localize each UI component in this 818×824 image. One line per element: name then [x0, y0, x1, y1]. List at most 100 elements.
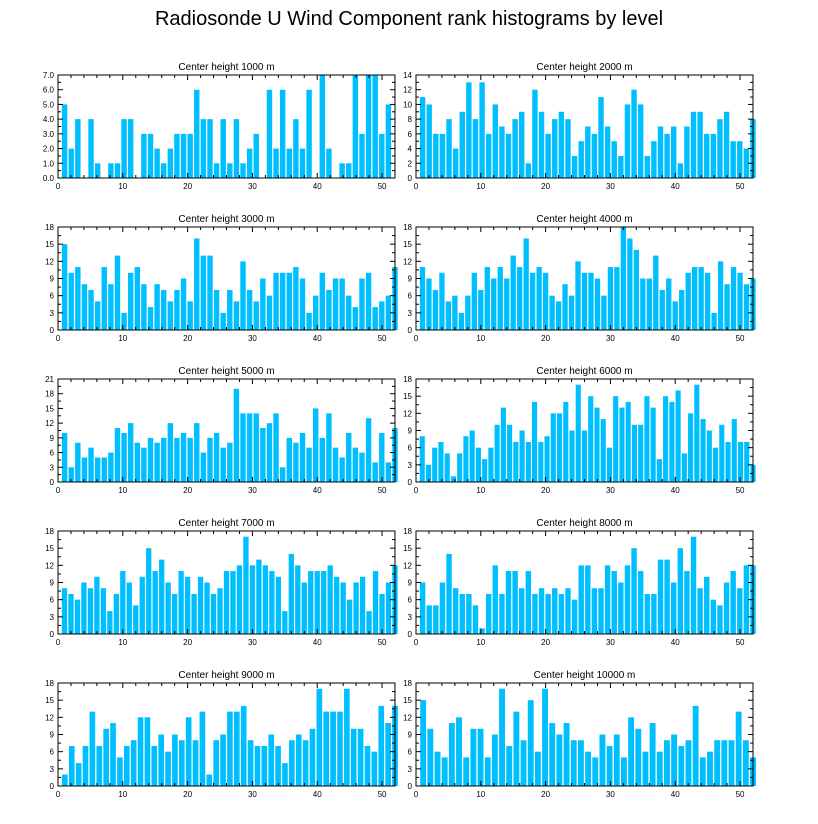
- histogram-bar: [542, 688, 549, 786]
- histogram-bar: [711, 312, 717, 330]
- histogram-bar: [178, 740, 185, 786]
- x-tick-label: 50: [378, 182, 387, 191]
- x-tick-label: 30: [606, 790, 615, 799]
- histogram-bar: [704, 133, 710, 178]
- y-tick-label: 2.0: [43, 145, 55, 154]
- histogram-bar: [385, 295, 392, 330]
- x-tick-label: 20: [541, 638, 550, 647]
- histogram-bar: [253, 301, 259, 330]
- histogram-bar: [432, 289, 439, 330]
- histogram-bar: [570, 740, 577, 786]
- histogram-bar: [620, 757, 627, 786]
- histogram-bar: [663, 396, 669, 482]
- histogram-bar: [472, 119, 479, 178]
- histogram-bar: [200, 255, 207, 330]
- histogram-bar: [246, 148, 253, 178]
- histogram-bar: [243, 536, 249, 634]
- x-tick-label: 40: [671, 486, 680, 495]
- histogram-bar: [607, 267, 614, 330]
- y-tick-label: 0: [408, 174, 413, 183]
- histogram-bar: [499, 593, 505, 634]
- y-tick-label: 3: [408, 309, 413, 318]
- histogram-bar: [469, 430, 475, 482]
- histogram-bar: [365, 272, 372, 330]
- x-tick-label: 20: [183, 334, 192, 343]
- histogram-bar: [207, 437, 213, 482]
- histogram-bar: [286, 272, 292, 330]
- histogram-panel: Center height 1000 m 0.0 1.0 2.0 3.0 4.0 5.0 6.…: [43, 62, 396, 191]
- histogram-bar: [512, 571, 518, 634]
- x-tick-label: 40: [671, 334, 680, 343]
- histogram-bar: [618, 155, 624, 178]
- histogram-bar: [262, 565, 269, 634]
- histogram-bar: [433, 133, 439, 178]
- histogram-bar: [724, 284, 730, 330]
- histogram-bar: [312, 408, 319, 482]
- histogram-bar: [372, 75, 378, 178]
- histogram-bar: [446, 553, 452, 634]
- histogram-bar: [684, 126, 690, 178]
- y-tick-label: 6: [50, 748, 55, 757]
- histogram-bar: [282, 611, 288, 634]
- histogram-bar: [698, 267, 704, 330]
- histogram-bar: [723, 582, 730, 634]
- histogram-bar: [644, 155, 650, 178]
- histogram-bar: [127, 119, 134, 178]
- histogram-bar: [707, 751, 713, 786]
- y-tick-label: 3: [50, 463, 55, 472]
- histogram-bar: [75, 119, 81, 178]
- histogram-bar: [266, 89, 273, 178]
- histogram-bar: [699, 757, 706, 786]
- histogram-bar: [247, 740, 254, 786]
- histogram-bar: [585, 565, 591, 634]
- x-tick-label: 0: [414, 182, 419, 191]
- histogram-bar: [206, 774, 213, 786]
- histogram-bar: [319, 75, 326, 178]
- x-tick-label: 10: [118, 334, 127, 343]
- histogram-bar: [339, 163, 345, 178]
- histogram-bar: [545, 593, 551, 634]
- x-tick-label: 40: [313, 334, 322, 343]
- histogram-bar: [364, 745, 371, 786]
- x-tick-label: 10: [476, 486, 485, 495]
- y-tick-label: 15: [45, 696, 54, 705]
- histogram-bar: [678, 745, 685, 786]
- y-tick-label: 15: [403, 696, 412, 705]
- histogram-bar: [275, 576, 282, 634]
- histogram-bar: [133, 605, 139, 634]
- histogram-bar: [161, 163, 167, 178]
- y-tick-label: 18: [403, 223, 412, 232]
- histogram-bar: [385, 723, 391, 786]
- histogram-bar: [246, 413, 253, 482]
- histogram-bar: [426, 605, 432, 634]
- histogram-bar: [690, 536, 697, 634]
- histogram-bar: [357, 728, 364, 786]
- histogram-panel: Center height 9000 m 0 3 6 9 12 15 18 0 10 20 30 40 5…: [45, 670, 398, 799]
- histogram-bar: [457, 453, 463, 482]
- panel-title: Center height 2000 m: [536, 62, 632, 73]
- y-tick-label: 12: [403, 561, 412, 570]
- x-tick-label: 50: [736, 638, 745, 647]
- histogram-bar: [306, 312, 312, 330]
- histogram-bar: [266, 423, 273, 482]
- y-tick-label: 9: [50, 579, 55, 588]
- histogram-panel: Center height 2000 m 0 2 4 6 8 10 12 14 0 10 20 30 40…: [403, 62, 756, 191]
- histogram-bar: [581, 430, 588, 482]
- histogram-bar: [565, 588, 571, 634]
- histogram-bar: [75, 442, 81, 482]
- histogram-bar: [606, 745, 613, 786]
- histogram-bar: [456, 717, 462, 786]
- histogram-bar: [723, 111, 730, 178]
- y-tick-label: 9: [50, 275, 55, 284]
- histogram-bar: [87, 588, 94, 634]
- histogram-bar: [330, 711, 336, 786]
- histogram-bar: [743, 148, 750, 178]
- histogram-bar: [419, 267, 426, 330]
- histogram-bar: [556, 413, 563, 482]
- x-tick-label: 20: [541, 334, 550, 343]
- y-tick-label: 12: [45, 257, 54, 266]
- histogram-bar: [240, 163, 246, 178]
- x-tick-label: 40: [671, 182, 680, 191]
- histogram-bar: [704, 272, 711, 330]
- histogram-bar: [220, 447, 226, 482]
